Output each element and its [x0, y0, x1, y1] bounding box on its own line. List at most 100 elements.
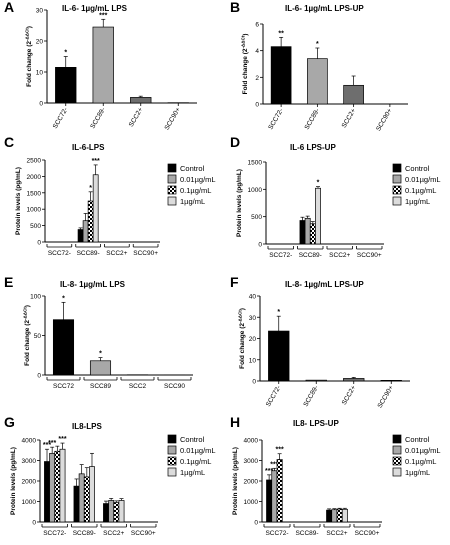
x-tick-label: SCC2+ [341, 384, 358, 406]
x-tick-label: SCC89- [295, 530, 318, 537]
y-tick-label: 2500 [27, 158, 42, 165]
significance-mark: *** [58, 436, 66, 443]
panel-e: E IL-8- 1µg/mL LPS 0 50 100 Fold change (2-ΔΔ… [4, 274, 193, 390]
x-tick-label: SCC2+ [128, 106, 145, 128]
y-axis-label: Protein levels (pg/mL) [232, 447, 239, 515]
y-tick-label: 2 [255, 75, 259, 82]
panel-letter: H [230, 414, 240, 430]
y-tick-label: 1000 [248, 187, 263, 194]
x-tick-label: SCC2+ [341, 107, 358, 129]
y-tick-label: 100 [30, 294, 41, 301]
x-tick-label: SCC89- [89, 107, 107, 131]
x-tick-label: SCC90+ [131, 530, 156, 537]
legend-label: 1µg/mL [180, 468, 205, 477]
bar [92, 26, 114, 104]
x-tick-label: SCC89- [302, 385, 320, 409]
bar [268, 330, 290, 382]
bar [270, 46, 292, 105]
bar [83, 476, 90, 523]
x-tick-label: SCC89- [77, 250, 100, 257]
bar [315, 187, 321, 245]
legend-swatch [167, 196, 177, 206]
legend-swatch [392, 196, 402, 206]
y-axis-label: Fold change (2-ΔΔCt) [23, 305, 32, 366]
y-tick-label: 6 [255, 22, 259, 29]
chart-title: IL-6- 1µg/mL LPS [62, 4, 128, 13]
bar [89, 360, 112, 376]
significance-mark: * [99, 351, 102, 358]
bar [343, 84, 364, 105]
bar [130, 97, 152, 104]
y-tick-label: 500 [251, 214, 262, 221]
legend-swatch [392, 174, 402, 184]
y-tick-label: 500 [30, 223, 41, 230]
legend-label: Control [405, 164, 430, 173]
legend: Control 0.01µg/mL 0.1µg/mL 1µg/mL [167, 434, 216, 477]
y-tick-label: 1000 [244, 499, 259, 506]
bar [103, 503, 109, 523]
x-tick-label: SCC89- [303, 108, 321, 132]
panel-c: C IL-6-LPS 0 500 1000 1500 2000 2500 Protein lev… [4, 134, 216, 257]
y-tick-label: 1000 [22, 499, 37, 506]
chart-title: IL8-LPS [72, 422, 102, 431]
x-tick-label: SCC72- [265, 530, 288, 537]
legend-swatch [167, 445, 177, 455]
chart-title: IL-6-LPS [72, 143, 105, 152]
y-axis-label: Fold change (2-ΔΔCt) [238, 308, 247, 369]
chart-title: IL-8- 1µg/mL LPS [60, 280, 126, 289]
legend-swatch [392, 456, 402, 466]
chart-title: IL8- LPS-UP [293, 419, 339, 428]
panel-letter: A [4, 0, 14, 15]
y-tick-label: 0 [32, 520, 36, 527]
panel-letter: C [4, 134, 14, 150]
legend-label: 1µg/mL [405, 468, 430, 477]
y-axis-label: Protein levels (pg/mL) [10, 447, 17, 515]
y-tick-label: 3000 [22, 458, 37, 465]
legend-label: 0.01µg/mL [180, 175, 216, 184]
significance-mark: *** [43, 442, 51, 449]
y-tick-label: 20 [36, 39, 44, 46]
x-tick-label: SCC90+ [164, 106, 183, 131]
bar [299, 220, 306, 245]
y-tick-label: 40 [249, 294, 257, 301]
legend-swatch [392, 185, 402, 195]
panel-d: D IL-6 LPS-UP 0 500 1000 1500 Protein levels (… [230, 134, 441, 259]
bar [380, 380, 402, 382]
bar [304, 217, 311, 245]
bar [305, 379, 327, 382]
legend-label: 0.1µg/mL [180, 186, 211, 195]
x-tick-label: SCC72- [265, 385, 283, 409]
y-tick-label: 0 [254, 520, 258, 527]
bar [54, 450, 61, 523]
y-tick-label: 0 [37, 373, 41, 380]
panel-letter: F [230, 274, 239, 290]
significance-mark: * [316, 41, 319, 48]
significance-mark: *** [270, 461, 278, 468]
legend-swatch [392, 467, 402, 477]
legend-label: 0.01µg/mL [180, 446, 216, 455]
x-tick-label: SCC90+ [133, 250, 158, 257]
x-tick-label: SCC89- [299, 252, 322, 259]
legend-swatch [392, 434, 402, 444]
y-tick-label: 30 [36, 8, 44, 15]
significance-mark: *** [276, 447, 284, 454]
bar [52, 319, 75, 376]
legend-label: Control [405, 435, 430, 444]
y-tick-label: 0 [255, 102, 259, 109]
legend-swatch [167, 174, 177, 184]
legend: Control 0.01µg/mL 0.1µg/mL 1µg/mL [392, 163, 441, 206]
significance-mark: ** [278, 30, 284, 37]
significance-mark: * [64, 50, 67, 57]
y-tick-label: 0 [37, 240, 41, 247]
y-axis-label: Protein levels (pg/mL) [15, 167, 22, 235]
legend-label: 0.1µg/mL [405, 457, 436, 466]
bar [108, 500, 115, 523]
significance-mark: *** [99, 12, 107, 19]
bar [49, 452, 56, 523]
legend-label: 0.01µg/mL [405, 446, 441, 455]
y-tick-label: 0 [252, 379, 256, 386]
bar [92, 174, 99, 243]
y-axis-label: Fold change (2-ΔΔCt) [241, 34, 250, 95]
bar [276, 459, 283, 523]
bar [89, 466, 95, 523]
